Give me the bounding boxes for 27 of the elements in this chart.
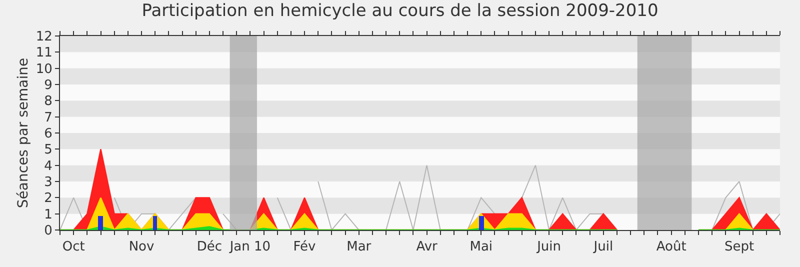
y-tick-label: 7 [44,110,52,126]
x-tick-label: Mar [346,240,372,255]
y-tick-label: 9 [44,78,52,94]
x-tick-label: Nov [128,240,154,255]
y-tick-label: 12 [36,30,52,45]
x-tick-label: Mai [470,240,493,255]
x-tick-label: Oct [62,240,85,255]
y-tick-label: 11 [36,46,52,61]
y-tick-label: 4 [44,158,52,174]
x-tick-label: Juil [592,240,614,255]
x-tick-label: Fév [293,240,316,255]
y-tick-label: 6 [44,126,52,142]
y-tick-label: 2 [44,191,52,206]
y-tick-label: 10 [36,62,52,77]
x-tick-label: Sept [724,240,754,255]
y-axis-title: Séances par semaine [15,58,32,208]
y-tick-label: 3 [44,175,52,190]
x-tick-label: Août [656,240,686,255]
x-tick-label: Juin [536,240,562,255]
x-tick-label: Déc [196,240,222,255]
y-tick-label: 0 [44,224,52,239]
y-tick-label: 8 [44,94,52,110]
y-tick-label: 5 [44,142,52,158]
y-tick-label: 1 [44,207,52,222]
x-tick-label: Avr [416,240,438,255]
x-tick-label: Jan 10 [228,240,271,255]
chart-title: Participation en hemicycle au cours de la session 2009-2010 [142,0,658,21]
